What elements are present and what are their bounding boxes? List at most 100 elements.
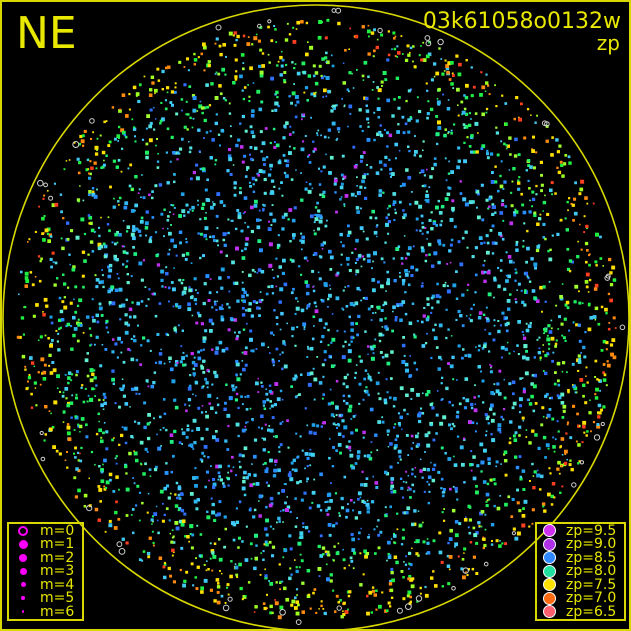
star-mark xyxy=(390,481,394,484)
star-mark xyxy=(118,233,122,237)
star-mark xyxy=(141,174,143,176)
star-mark xyxy=(457,104,459,106)
star-mark xyxy=(217,72,221,76)
star-mark xyxy=(442,93,445,96)
star-mark xyxy=(235,373,238,376)
star-mark xyxy=(506,144,510,148)
star-mark xyxy=(414,541,416,543)
star-mark xyxy=(452,485,455,488)
star-mark xyxy=(75,373,78,377)
star-mark xyxy=(94,152,99,156)
star-mark xyxy=(306,594,311,598)
star-mark xyxy=(220,286,224,290)
star-mark xyxy=(242,476,246,480)
star-mark xyxy=(273,435,275,438)
star-mark xyxy=(524,291,527,294)
star-mark xyxy=(496,506,501,511)
star-mark xyxy=(187,113,190,116)
star-mark xyxy=(105,480,110,485)
star-mark xyxy=(402,576,405,579)
star-mark xyxy=(361,129,364,133)
star-mark xyxy=(335,273,339,277)
star-mark xyxy=(358,355,361,358)
star-mark xyxy=(278,450,281,453)
star-mark xyxy=(504,542,507,546)
star-mark xyxy=(255,301,259,304)
star-mark xyxy=(97,485,101,488)
star-mark xyxy=(444,281,447,284)
star-mark xyxy=(228,112,232,115)
star-mark xyxy=(289,125,292,128)
star-mark xyxy=(363,96,367,100)
star-mark xyxy=(122,263,125,266)
star-mark xyxy=(347,503,349,505)
star-mark xyxy=(235,359,239,363)
star-mark xyxy=(257,239,262,243)
star-mark xyxy=(350,560,354,563)
star-mark xyxy=(447,285,449,287)
star-mark xyxy=(560,322,564,326)
star-mark xyxy=(211,569,214,572)
star-mark xyxy=(505,251,508,254)
star-mark xyxy=(103,120,106,124)
star-mark xyxy=(169,160,172,163)
star-mark xyxy=(609,283,614,287)
star-mark xyxy=(335,104,338,107)
star-mark xyxy=(99,500,102,503)
star-mark xyxy=(244,129,248,133)
star-mark xyxy=(386,559,388,562)
star-mark xyxy=(96,188,98,191)
star-mark xyxy=(302,322,307,327)
star-mark xyxy=(49,235,53,238)
star-mark xyxy=(337,21,341,26)
star-mark xyxy=(273,468,277,473)
star-mark xyxy=(317,35,322,40)
star-mark xyxy=(379,318,383,322)
color-swatch-icon xyxy=(541,578,557,592)
star-mark xyxy=(167,496,171,500)
star-mark xyxy=(522,210,527,215)
star-mark xyxy=(192,170,196,175)
star-mark xyxy=(573,300,577,304)
star-mark xyxy=(380,257,384,261)
star-mark xyxy=(499,324,502,327)
star-mark xyxy=(235,392,239,396)
star-mark xyxy=(279,389,283,393)
star-mark xyxy=(485,107,489,111)
star-mark xyxy=(523,344,528,349)
star-mark xyxy=(24,271,29,276)
star-mark xyxy=(193,356,196,359)
star-mark xyxy=(32,314,36,318)
star-mark xyxy=(499,174,502,178)
star-mark xyxy=(457,114,460,117)
star-mark xyxy=(385,327,389,331)
star-mark xyxy=(112,490,116,493)
star-mark xyxy=(401,360,405,364)
dot-marker-icon xyxy=(15,582,31,588)
star-mark xyxy=(196,498,200,502)
star-mark xyxy=(539,213,542,216)
star-mark xyxy=(396,512,399,515)
star-mark xyxy=(393,219,396,222)
star-mark xyxy=(361,499,365,503)
star-mark xyxy=(167,334,170,337)
star-mark xyxy=(244,425,247,428)
star-mark xyxy=(445,336,448,340)
star-mark xyxy=(328,171,332,175)
star-mark xyxy=(398,200,402,204)
star-mark xyxy=(366,173,369,176)
star-mark xyxy=(503,378,505,381)
star-mark xyxy=(166,86,170,90)
star-mark xyxy=(310,214,314,219)
star-mark xyxy=(365,552,370,556)
star-mark xyxy=(163,563,167,566)
star-mark xyxy=(138,519,141,522)
star-mark xyxy=(130,357,135,362)
star-mark xyxy=(237,215,242,220)
star-mark xyxy=(397,422,401,425)
star-mark xyxy=(556,232,560,236)
star-mark xyxy=(40,257,43,261)
star-mark xyxy=(531,197,536,201)
star-mark xyxy=(457,344,461,348)
star-mark xyxy=(477,395,480,398)
